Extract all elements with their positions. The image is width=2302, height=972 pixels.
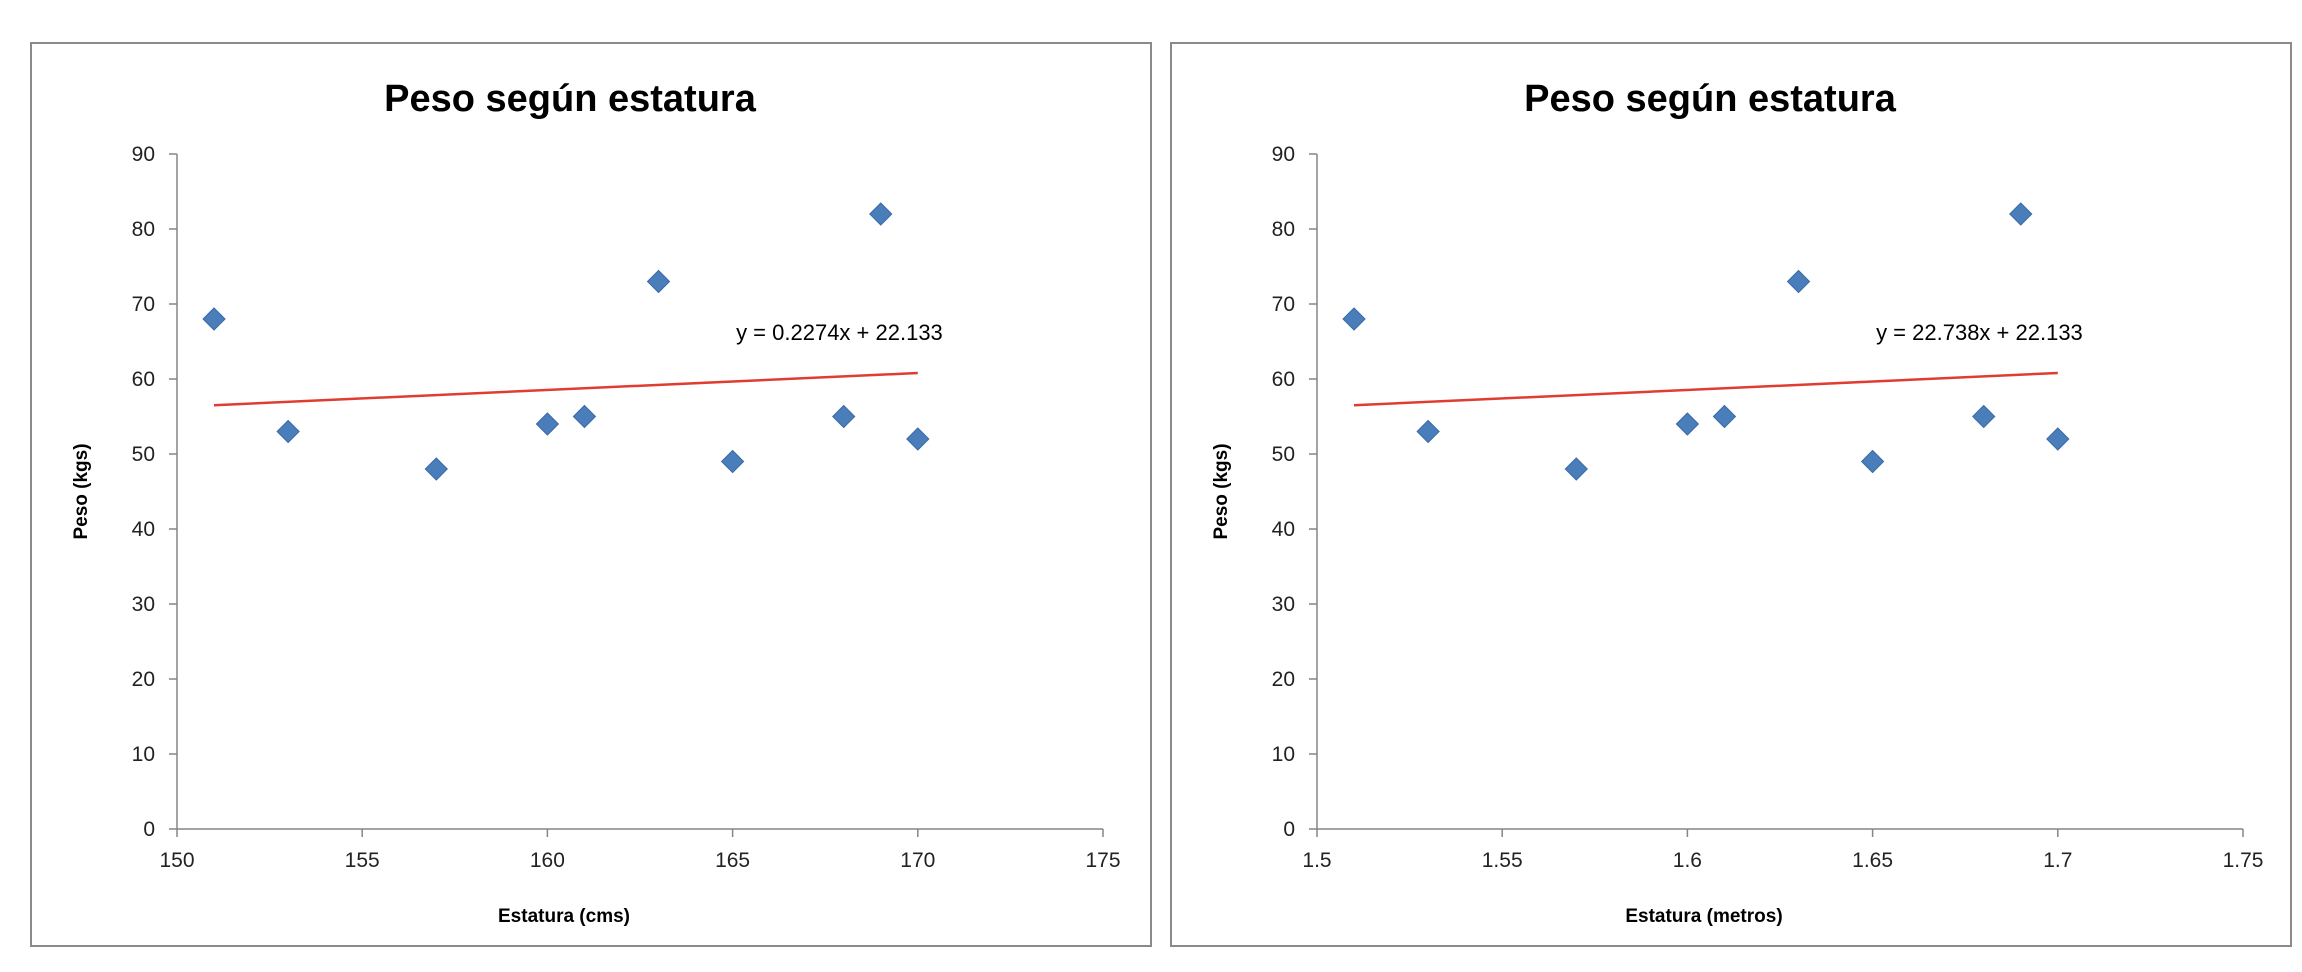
chart-panel-right: Peso según estatura 0 10 20 30 40 50 60 70 80 90 1.…	[1170, 42, 2292, 947]
y-tick-label-right: 30	[1272, 593, 1295, 616]
y-tick-label-right: 90	[1272, 143, 1295, 166]
y-tick-label-right: 50	[1272, 443, 1295, 466]
y-tick-label-right: 70	[1272, 293, 1295, 316]
data-point-right	[2046, 427, 2070, 451]
y-tick-label-left: 40	[132, 518, 155, 541]
x-tick-label-right: 1.7	[2043, 849, 2072, 872]
y-tick-label-left: 10	[132, 743, 155, 766]
x-axis-title-left: Estatura (cms)	[498, 906, 630, 927]
data-point-right	[1972, 404, 1996, 429]
y-tick-label-right: 20	[1272, 668, 1295, 691]
data-point-right	[2009, 202, 2033, 226]
chart-title-left: Peso según estatura	[384, 78, 757, 120]
data-point-left	[832, 404, 856, 429]
y-axis-title-right: Peso (kgs)	[1211, 443, 1232, 539]
data-point-right	[1860, 449, 1885, 474]
data-point-left	[202, 307, 226, 331]
y-tick-label-left: 70	[132, 293, 155, 316]
x-tick-label-right: 1.6	[1673, 849, 1702, 872]
data-point-left	[424, 457, 448, 481]
data-point-left	[572, 404, 597, 429]
x-tick-label-left: 170	[900, 849, 935, 872]
trendline-equation-left: y = 0.2274x + 22.133	[736, 320, 943, 345]
data-point-left	[720, 449, 745, 474]
data-point-left	[906, 427, 930, 451]
y-tick-label-right: 80	[1272, 218, 1295, 241]
data-point-right	[1712, 404, 1737, 429]
y-tick-label-left: 0	[143, 818, 155, 841]
x-tick-label-left: 160	[530, 849, 565, 872]
y-tick-label-left: 90	[132, 143, 155, 166]
y-tick-label-left: 50	[132, 443, 155, 466]
data-point-right	[1342, 307, 1366, 331]
y-tick-label-left: 80	[132, 218, 155, 241]
x-tick-label-right: 1.65	[1852, 849, 1893, 872]
data-point-right	[1675, 412, 1700, 436]
chart-right: Peso según estatura 0 10 20 30 40 50 60 70 80 90 1.…	[1211, 78, 2264, 927]
x-tick-label-left: 155	[345, 849, 380, 872]
x-tick-label-left: 150	[159, 849, 194, 872]
y-axis-title-left: Peso (kgs)	[71, 443, 92, 539]
y-tick-label-right: 10	[1272, 743, 1295, 766]
y-tick-label-left: 20	[132, 668, 155, 691]
y-tick-label-right: 0	[1283, 818, 1295, 841]
x-tick-label-right: 1.55	[1482, 849, 1523, 872]
data-point-right	[1564, 457, 1588, 481]
chart-left: Peso según estatura 0 10 20 30 40 50 60 70 80 90 15…	[71, 78, 1121, 927]
y-tick-label-right: 40	[1272, 518, 1295, 541]
chart-title-right: Peso según estatura	[1524, 78, 1897, 120]
data-point-left	[646, 269, 671, 294]
x-tick-label-right: 1.5	[1302, 849, 1331, 872]
data-point-left	[276, 419, 300, 444]
x-tick-label-left: 175	[1085, 849, 1120, 872]
trendline-equation-right: y = 22.738x + 22.133	[1876, 320, 2083, 345]
data-point-right	[1416, 419, 1440, 444]
data-point-left	[535, 412, 560, 436]
trendline-left	[213, 371, 918, 407]
trendline-right	[1353, 371, 2058, 407]
y-tick-label-left: 30	[132, 593, 155, 616]
y-tick-label-right: 60	[1272, 368, 1295, 391]
x-tick-label-right: 1.75	[2223, 849, 2264, 872]
data-point-left	[869, 202, 893, 226]
data-point-right	[1786, 269, 1811, 294]
x-tick-label-left: 165	[715, 849, 750, 872]
chart-panel-left: Peso según estatura 0 10 20 30 40 50 60 70 80 90 15…	[30, 42, 1152, 947]
x-axis-title-right: Estatura (metros)	[1625, 906, 1782, 927]
y-tick-label-left: 60	[132, 368, 155, 391]
